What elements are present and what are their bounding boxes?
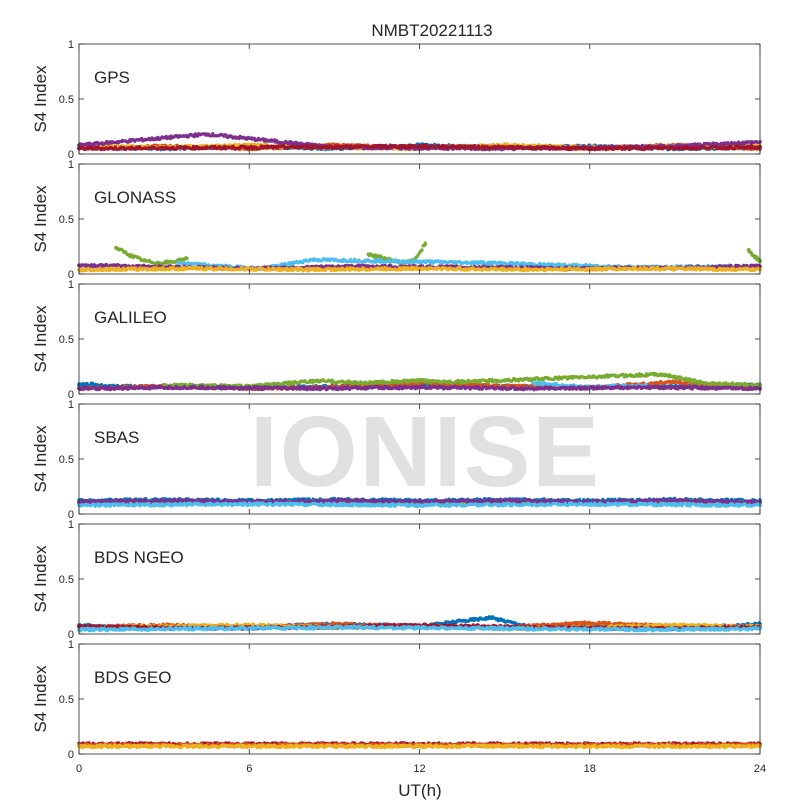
data-point	[420, 248, 424, 252]
series-point	[128, 253, 132, 258]
series-point	[156, 261, 161, 265]
panel-plot-area	[79, 164, 760, 274]
panel-label: GPS	[94, 68, 130, 87]
series-point	[170, 260, 175, 264]
series-point	[423, 242, 428, 247]
series-point	[309, 257, 314, 262]
series-point	[417, 144, 422, 149]
series-point	[247, 145, 252, 150]
series-point	[176, 261, 181, 265]
series-point	[366, 252, 371, 256]
series-point	[114, 245, 118, 250]
series-point	[185, 256, 189, 261]
figure-title: NMBT20221113	[371, 21, 492, 40]
y-axis-label: S4 Index	[31, 65, 50, 133]
y-tick-label: 1	[68, 39, 74, 51]
y-tick-label: 0.5	[59, 94, 74, 106]
series-point	[488, 261, 493, 265]
series-point	[142, 259, 147, 263]
series-point	[204, 132, 209, 136]
